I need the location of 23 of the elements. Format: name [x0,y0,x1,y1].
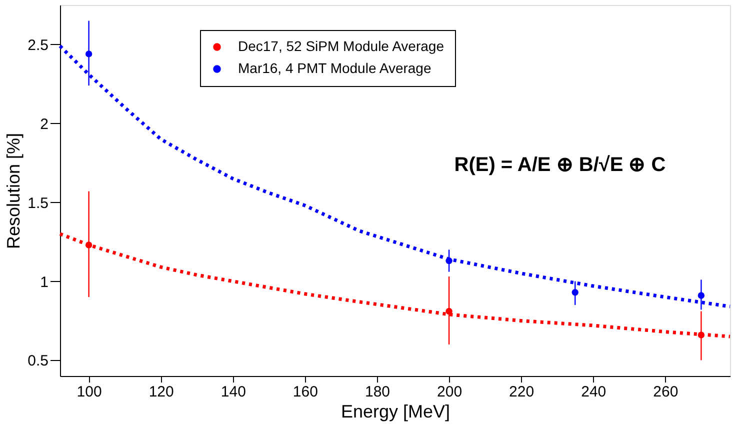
legend-label: Dec17, 52 SiPM Module Average [238,38,444,54]
x-tick-label: 140 [220,384,246,400]
x-tick-label: 200 [437,384,462,400]
y-tick-label: 0.5 [28,352,48,370]
y-axis-title: Resolution [%] [4,132,24,250]
legend-label: Mar16, 4 PMT Module Average [238,60,432,76]
y-tick-label: 1.5 [28,194,48,212]
x-axis-title: Energy [MeV] [340,402,450,422]
x-tick-label: 120 [148,384,174,400]
x-tick-label: 100 [76,384,102,400]
x-tick-label: 220 [509,384,534,400]
x-tick-label: 160 [292,384,318,400]
point [85,50,92,58]
point [698,292,705,299]
x-tick-label: 260 [653,384,678,400]
point [446,308,452,315]
y-tick-label: 1 [40,274,48,291]
annotation: R(E) = A/E ⊕ B/√E ⊕ C [454,154,666,176]
y-tick-label: 2 [40,116,48,133]
x-tick-label: 180 [364,384,390,400]
y-tick-label: 2.5 [28,36,48,54]
point [572,288,578,296]
x-tick-label: 240 [581,384,606,400]
